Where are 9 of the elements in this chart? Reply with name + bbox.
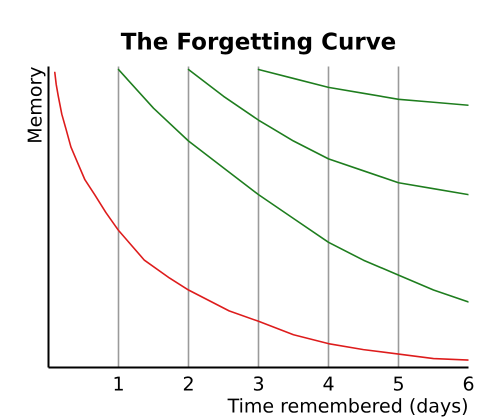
x-tick-label: 4 [322, 374, 335, 396]
x-tick-label: 2 [182, 374, 195, 396]
x-tick-label: 1 [112, 374, 125, 396]
chart-title: The Forgetting Curve [120, 30, 396, 56]
x-tick-label: 3 [252, 374, 265, 396]
x-axis-title: Time remembered (days) [226, 396, 469, 418]
x-tick-label: 5 [392, 374, 405, 396]
x-tick-label: 6 [462, 374, 475, 396]
y-axis-title: Memory [24, 66, 46, 144]
